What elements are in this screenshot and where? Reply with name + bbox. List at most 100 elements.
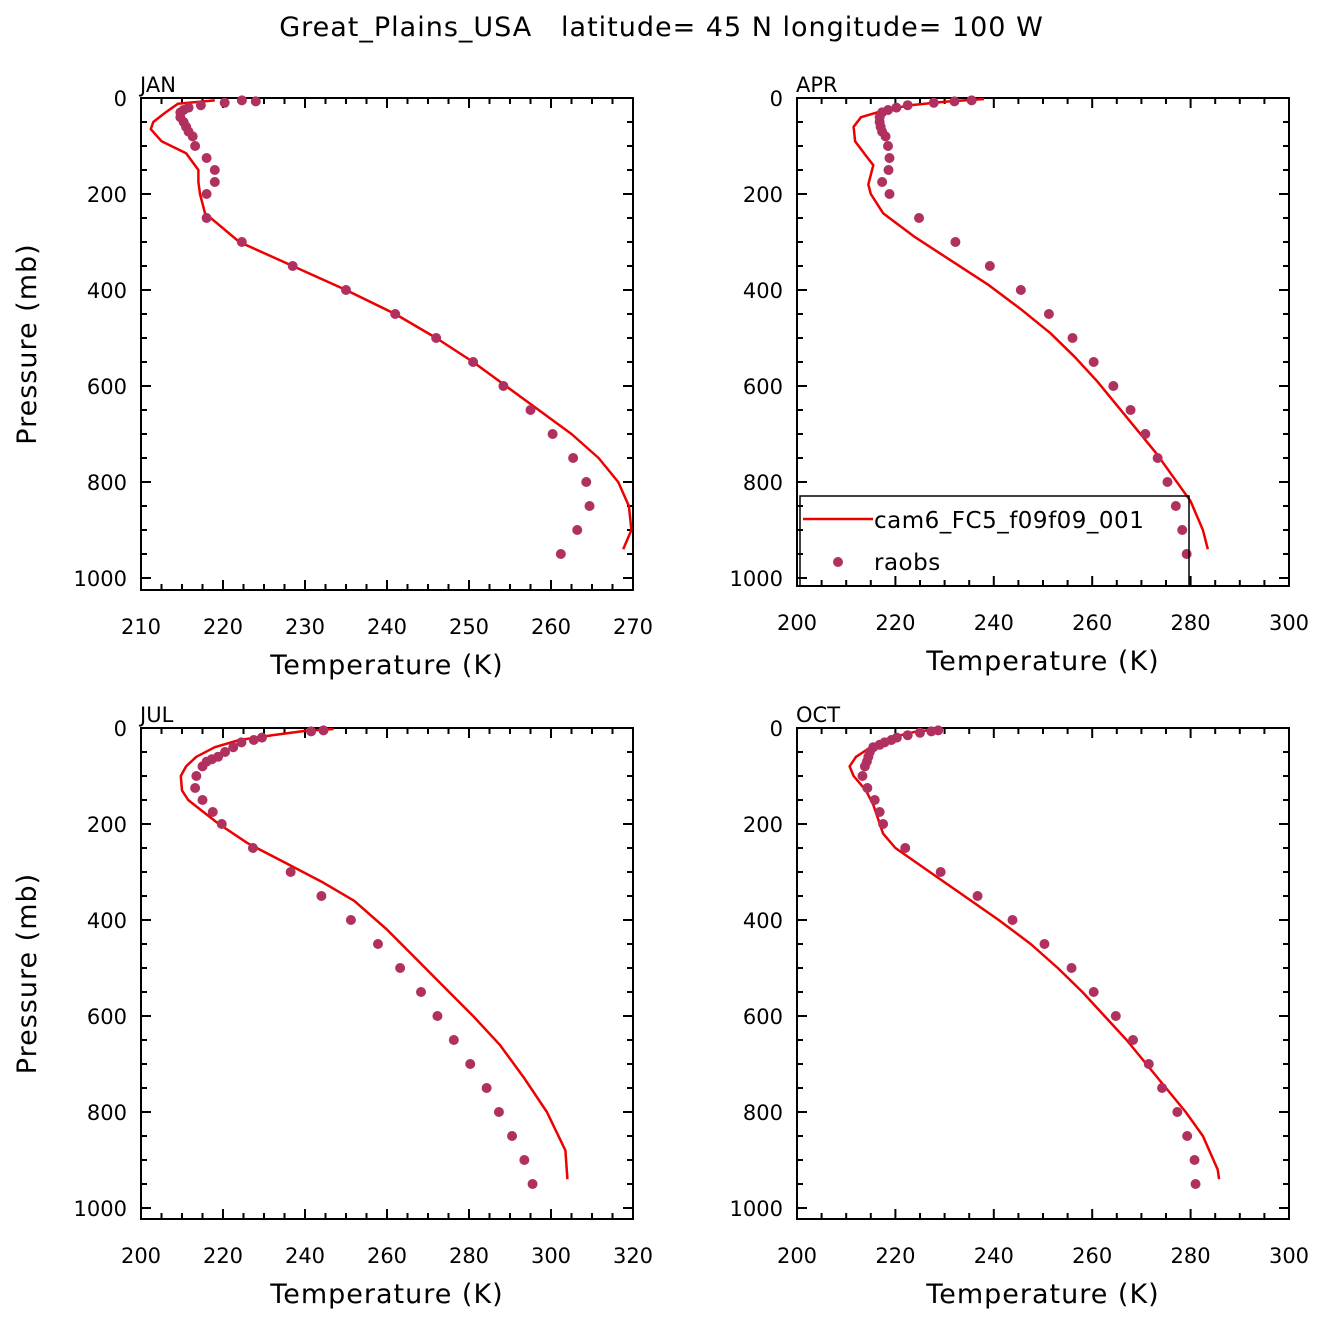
- raobs-point: [1108, 381, 1119, 391]
- raobs-point: [190, 141, 201, 151]
- y-tick-label: 800: [87, 1101, 127, 1125]
- raobs-point: [247, 843, 258, 853]
- raobs-point: [201, 189, 212, 199]
- raobs-point: [1190, 1179, 1201, 1189]
- raobs-point: [984, 261, 995, 271]
- panel-jan: JAN 210 220 230 240 250 260 270 0 200 400 600 800 100…: [12, 73, 653, 681]
- x-tick-label: 220: [875, 1244, 915, 1268]
- legend-label-raobs: raobs: [874, 550, 941, 576]
- panel-label: JUL: [138, 703, 174, 727]
- raobs-point: [306, 726, 317, 737]
- y-tick-label: 200: [87, 183, 127, 207]
- raobs-point: [498, 381, 509, 391]
- x-axis-title: Temperature (K): [925, 1279, 1159, 1310]
- x-tick-label: 280: [1171, 1244, 1211, 1268]
- raobs-point: [1140, 429, 1151, 439]
- x-tick-label: 220: [203, 615, 243, 639]
- raobs-point: [1177, 525, 1188, 535]
- x-tick-label: 240: [974, 1244, 1014, 1268]
- x-tick-label: 240: [367, 615, 407, 639]
- raobs-point: [197, 795, 208, 805]
- y-tick-label: 800: [87, 471, 127, 495]
- raobs-point: [935, 867, 946, 877]
- raobs-point: [493, 1107, 504, 1117]
- y-tick-label: 400: [743, 279, 783, 303]
- raobs-point: [527, 1179, 538, 1189]
- raobs-point: [256, 732, 267, 743]
- raobs-point: [195, 100, 206, 111]
- raobs-point: [481, 1083, 492, 1093]
- raobs-point: [191, 771, 202, 781]
- raobs-point: [902, 100, 913, 111]
- raobs-point: [555, 549, 566, 559]
- raobs-point: [207, 807, 218, 817]
- x-tick-label: 320: [613, 1244, 653, 1268]
- raobs-point: [1088, 987, 1099, 997]
- x-tick-label: 260: [1072, 611, 1112, 635]
- raobs-point: [250, 96, 261, 107]
- x-tick-label: 260: [1072, 1244, 1112, 1268]
- raobs-point: [972, 891, 983, 901]
- raobs-point: [1125, 405, 1136, 415]
- raobs-point: [572, 525, 583, 535]
- raobs-point: [1182, 1131, 1193, 1141]
- raobs-point: [187, 131, 198, 142]
- panel-label: OCT: [796, 703, 840, 727]
- x-tick-label: 270: [613, 615, 653, 639]
- raobs-point: [416, 987, 427, 997]
- legend-marker-swatch: [833, 557, 843, 567]
- raobs-point: [209, 177, 220, 187]
- x-tick-label: 280: [449, 1244, 489, 1268]
- y-tick-label: 1000: [730, 567, 783, 591]
- x-tick-label: 200: [121, 1244, 161, 1268]
- raobs-point: [950, 237, 961, 247]
- raobs-point: [884, 153, 895, 163]
- y-tick-label: 200: [87, 813, 127, 837]
- raobs-point: [236, 737, 247, 748]
- raobs-point: [236, 95, 247, 106]
- raobs-point: [1007, 915, 1018, 925]
- raobs-point: [236, 237, 247, 247]
- y-tick-label: 400: [87, 909, 127, 933]
- raobs-point: [874, 807, 885, 817]
- model-profile-line: [179, 727, 569, 1180]
- raobs-point: [341, 285, 351, 295]
- raobs-point: [862, 783, 873, 793]
- y-tick-label: 800: [743, 471, 783, 495]
- raobs-point: [1015, 285, 1026, 295]
- raobs-point: [209, 165, 220, 175]
- raobs-point: [468, 357, 479, 367]
- x-tick-label: 240: [974, 611, 1014, 635]
- raobs-point: [584, 501, 595, 511]
- raobs-point: [507, 1131, 518, 1141]
- raobs-point: [432, 1011, 443, 1021]
- raobs-point: [465, 1059, 476, 1069]
- raobs-point: [1039, 939, 1050, 949]
- raobs-point: [287, 261, 298, 271]
- figure-title: Great_Plains_USA latitude= 45 N longitud…: [279, 12, 1044, 43]
- y-axis-title: Pressure (mb): [12, 243, 43, 444]
- model-profile-line: [848, 727, 1221, 1180]
- x-tick-label: 260: [531, 615, 571, 639]
- raobs-point: [880, 131, 891, 142]
- y-tick-label: 600: [87, 375, 127, 399]
- y-tick-label: 600: [87, 1005, 127, 1029]
- x-tick-label: 200: [777, 1244, 817, 1268]
- x-tick-label: 300: [1269, 611, 1309, 635]
- raobs-point: [928, 97, 939, 108]
- panel-label: APR: [796, 73, 838, 97]
- raobs-point: [197, 761, 208, 772]
- x-tick-label: 210: [121, 615, 161, 639]
- raobs-point: [857, 771, 868, 781]
- legend-label-model: cam6_FC5_f09f09_001: [874, 508, 1144, 534]
- raobs-point: [448, 1035, 459, 1045]
- x-tick-label: 220: [203, 1244, 243, 1268]
- raobs-point: [1143, 1059, 1154, 1069]
- y-tick-label: 800: [743, 1101, 783, 1125]
- x-tick-label: 280: [1171, 611, 1211, 635]
- raobs-point: [915, 727, 925, 738]
- plot-frame: [140, 727, 634, 1220]
- model-profile-line: [852, 97, 1210, 550]
- raobs-point: [547, 429, 558, 439]
- raobs-point: [568, 453, 579, 463]
